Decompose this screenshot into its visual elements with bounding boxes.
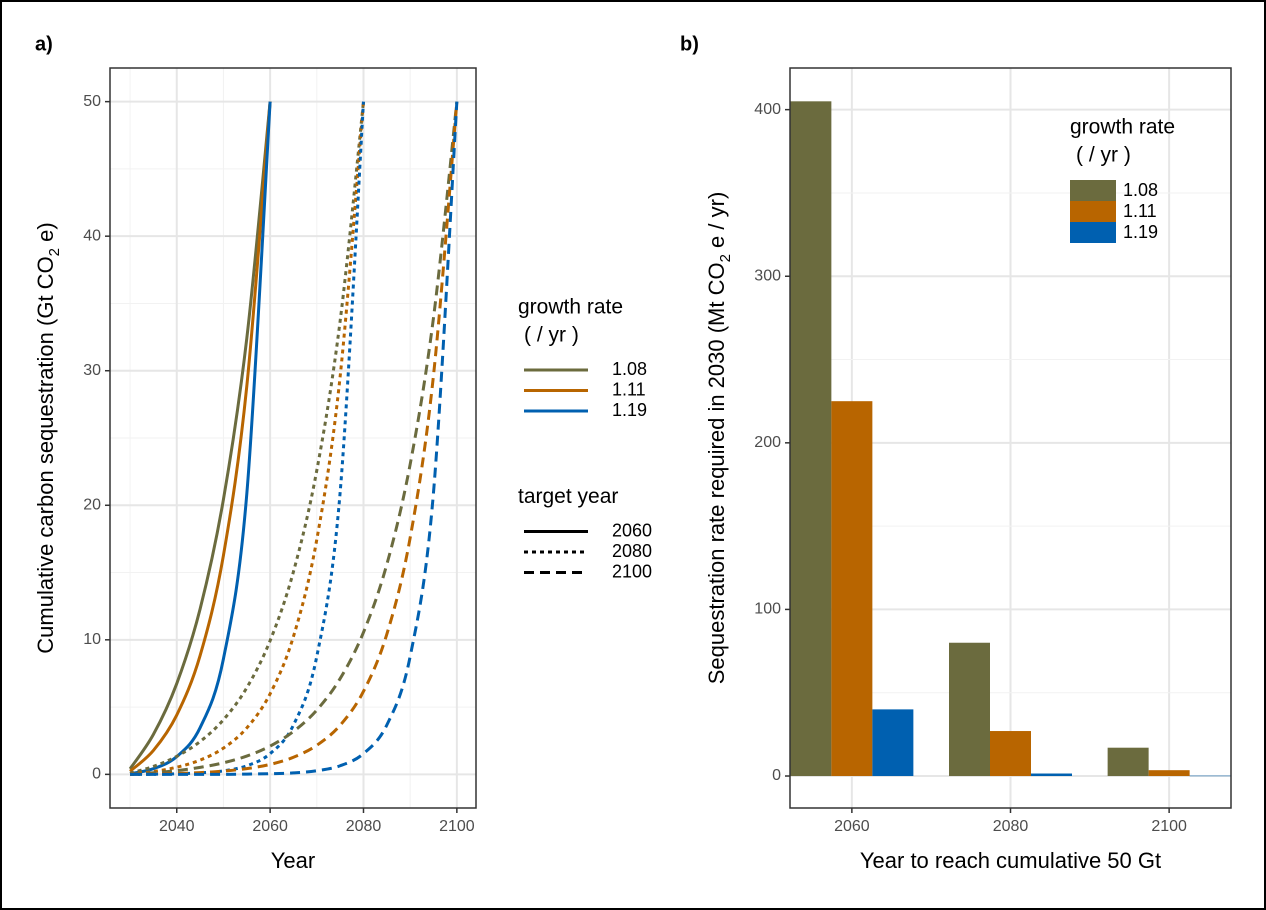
x-tick-label: 2040: [159, 818, 195, 835]
bar: [990, 731, 1031, 777]
y-axis-title-part: e): [33, 222, 58, 248]
y-tick-label: 30: [83, 362, 101, 379]
x-tick-label: 2060: [834, 818, 870, 835]
y-tick-label: 100: [754, 601, 781, 618]
legend-label: 1.08: [612, 359, 647, 379]
series-line: [128, 101, 272, 770]
legend-label: 1.08: [1123, 180, 1158, 200]
legend-title: ( / yr ): [524, 324, 579, 347]
bar: [1148, 770, 1190, 777]
legend-label: 1.11: [1123, 201, 1157, 221]
x-tick-label: 2080: [993, 818, 1029, 835]
x-tick-label: 2100: [439, 818, 475, 835]
panel-label: b): [680, 33, 699, 55]
y-tick-label: 40: [83, 227, 101, 244]
y-axis-title: Sequestration rate required in 2030 (Mt …: [704, 192, 735, 685]
legend-key: [1070, 180, 1116, 201]
series-line: [129, 101, 459, 776]
legend-label: 2060: [612, 520, 652, 540]
legend-title: ( / yr ): [1076, 144, 1131, 167]
y-tick-label: 50: [83, 93, 101, 110]
panel-border: [789, 67, 1232, 809]
y-tick-label: 0: [772, 767, 781, 784]
y-tick-label: 10: [83, 631, 101, 648]
y-tick-label: 200: [754, 434, 781, 451]
bar: [1031, 773, 1072, 777]
series-line: [130, 101, 459, 776]
legend-label: 1.11: [612, 379, 646, 399]
x-axis-title: Year: [271, 848, 315, 873]
y-axis-title-part: 2: [717, 254, 734, 262]
x-axis-title: Year to reach cumulative 50 Gt: [860, 848, 1161, 873]
y-tick-label: 20: [83, 496, 101, 513]
x-tick-label: 2080: [346, 818, 382, 835]
bar: [1189, 775, 1231, 777]
y-tick-label: 0: [92, 766, 101, 783]
bar: [831, 401, 873, 777]
legend-key: [1070, 222, 1116, 243]
x-tick-label: 2100: [1151, 818, 1187, 835]
y-axis-title: Cumulative carbon sequestration (Gt CO2 …: [33, 222, 64, 653]
bar: [1107, 747, 1149, 777]
bar: [790, 101, 832, 777]
panel-label: a): [35, 33, 53, 55]
legend-title: target year: [518, 485, 618, 508]
series-line: [129, 101, 365, 776]
x-tick-label: 2060: [252, 818, 288, 835]
legend-title: growth rate: [518, 296, 623, 319]
legend-title: growth rate: [1070, 116, 1175, 139]
bar: [872, 709, 914, 777]
legend-label: 2100: [612, 561, 652, 581]
legend-label: 1.19: [1123, 222, 1158, 242]
y-axis-title-part: Cumulative carbon sequestration (Gt CO: [33, 256, 58, 653]
series-line: [130, 101, 365, 776]
y-tick-label: 400: [754, 101, 781, 118]
series-line: [129, 101, 272, 776]
series-line: [130, 101, 459, 776]
y-tick-label: 300: [754, 267, 781, 284]
series-line: [129, 101, 272, 773]
series-line: [129, 101, 365, 775]
panel-border: [109, 67, 477, 809]
bar: [949, 642, 990, 777]
y-axis-title-part: 2: [46, 248, 63, 256]
legend-label: 2080: [612, 541, 652, 561]
y-axis-title-part: Sequestration rate required in 2030 (Mt …: [704, 262, 729, 684]
y-axis-title-part: e / yr): [704, 192, 729, 254]
legend-label: 1.19: [612, 400, 647, 420]
legend-key: [1070, 201, 1116, 222]
